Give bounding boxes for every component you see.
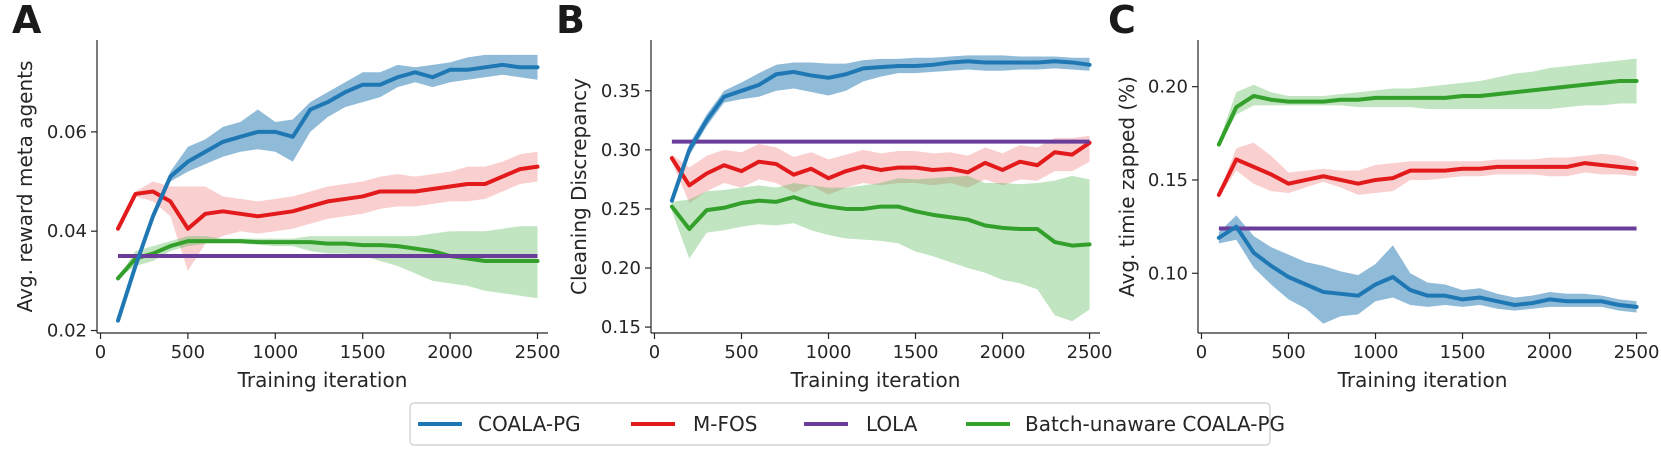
x-tick-label: 2500 <box>515 342 561 363</box>
x-tick-label: 0 <box>95 342 106 363</box>
line-coala <box>115 62 540 323</box>
y-tick-label: 0.20 <box>601 258 641 279</box>
legend-label-lola: LOLA <box>866 412 918 436</box>
panel-c: C 0 500 1000 1500 2000 2500 0.10 0.15 0.20 Trainin… <box>1108 0 1659 392</box>
x-axis-label: Training iteration <box>237 368 408 392</box>
x-tick-label: 0 <box>649 342 660 363</box>
x-tick-label: 2000 <box>1527 342 1573 363</box>
panel-letter: A <box>12 0 42 42</box>
line-mfos <box>669 140 1092 188</box>
y-tick-label: 0.06 <box>47 122 87 143</box>
line-mfos <box>115 164 540 231</box>
line-batch <box>1216 79 1639 147</box>
y-tick-label: 0.15 <box>601 317 641 338</box>
band-coala <box>117 54 538 321</box>
band-coala <box>1218 215 1637 324</box>
y-axis-label: Cleaning Discrepancy <box>567 78 591 295</box>
y-tick-label: 0.30 <box>601 140 641 161</box>
y-tick-label: 0.04 <box>47 221 87 242</box>
y-tick-label: 0.10 <box>1148 263 1188 284</box>
x-tick-label: 2000 <box>980 342 1026 363</box>
line-mfos <box>1216 157 1639 197</box>
y-tick-label: 0.15 <box>1148 170 1188 191</box>
line-batch <box>115 239 540 281</box>
x-tick-label: 1000 <box>806 342 852 363</box>
x-tick-label: 1000 <box>252 342 298 363</box>
y-axis-label: Avg. timie zapped (%) <box>1115 76 1139 297</box>
band-mfos <box>117 151 538 271</box>
panel-letter: B <box>556 0 585 42</box>
line-batch <box>669 195 1092 248</box>
x-tick-label: 1500 <box>1440 342 1486 363</box>
x-axis-label: Training iteration <box>790 368 961 392</box>
band-batch <box>1218 58 1637 147</box>
panels: A 0 500 1000 1500 2000 2500 0.02 0.04 0.06 Trainin… <box>12 0 1659 392</box>
x-tick-label: 1500 <box>340 342 386 363</box>
band-batch <box>117 226 538 299</box>
x-tick-label: 500 <box>171 342 205 363</box>
line-coala <box>1216 224 1639 309</box>
x-tick-label: 1500 <box>893 342 939 363</box>
y-tick-label: 0.20 <box>1148 77 1188 98</box>
y-axis-label: Avg. reward meta agents <box>13 61 37 313</box>
line-coala <box>669 59 1092 203</box>
panel-letter: C <box>1108 0 1136 42</box>
legend-label-batch: Batch-unaware COALA-PG <box>1025 412 1285 436</box>
x-tick-label: 2500 <box>1614 342 1660 363</box>
legend-label-mfos: M-FOS <box>693 412 757 436</box>
x-axis-label: Training iteration <box>1337 368 1508 392</box>
y-tick-label: 0.35 <box>601 81 641 102</box>
x-tick-label: 500 <box>1271 342 1305 363</box>
x-tick-label: 2000 <box>427 342 473 363</box>
x-tick-label: 0 <box>1196 342 1207 363</box>
x-tick-label: 500 <box>724 342 758 363</box>
x-tick-label: 1000 <box>1353 342 1399 363</box>
legend-label-coala: COALA-PG <box>478 412 581 436</box>
y-tick-label: 0.25 <box>601 199 641 220</box>
x-tick-label: 2500 <box>1067 342 1113 363</box>
legend: COALA-PG M-FOS LOLA Batch-unaware COALA-… <box>409 402 1285 446</box>
panel-a: A 0 500 1000 1500 2000 2500 0.02 0.04 0.06 Trainin… <box>12 0 560 392</box>
band-batch <box>671 175 1090 322</box>
y-tick-label: 0.02 <box>47 321 87 342</box>
panel-b: B 0 500 1000 1500 2000 2500 0.15 0.20 0.25 0.30 0.3… <box>556 0 1112 392</box>
